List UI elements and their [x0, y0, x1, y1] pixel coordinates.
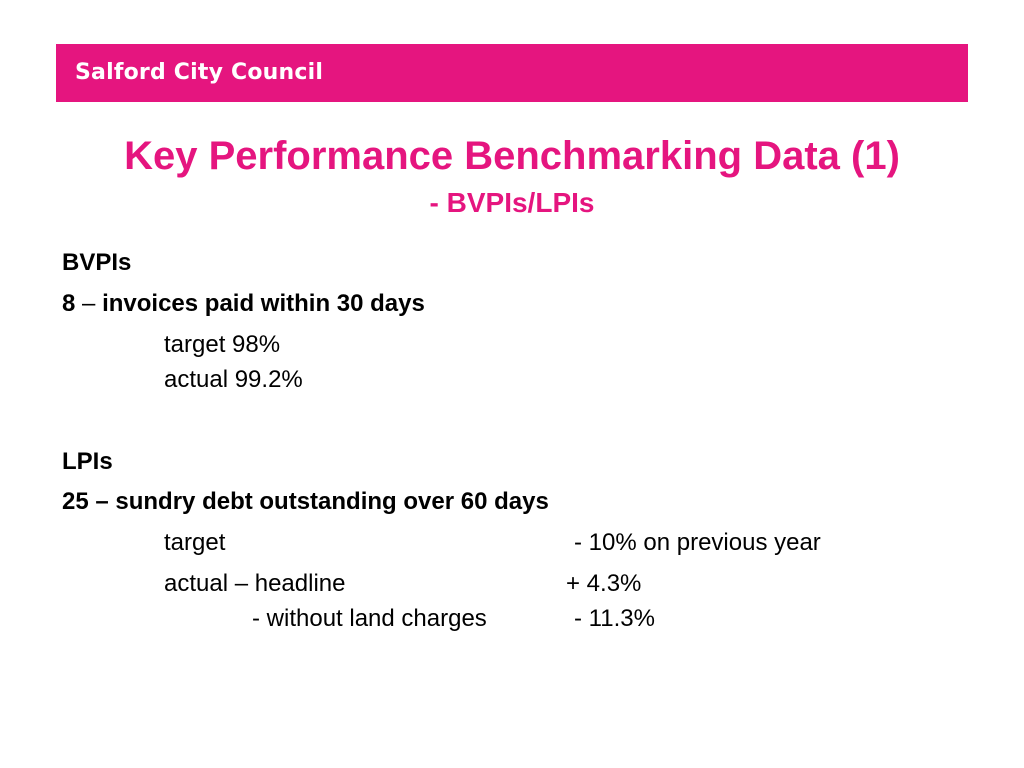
slide-title: Key Performance Benchmarking Data (1)	[124, 134, 900, 178]
lpi-actual-label: actual – headline	[164, 570, 346, 597]
lpi-land-charges-value: - 11.3%	[574, 605, 655, 632]
bvpi-description: invoices paid within 30 days	[102, 290, 425, 317]
bvpi-actual: actual 99.2%	[164, 366, 303, 393]
lpi-25-indicator: 25 – sundry debt outstanding over 60 day…	[62, 488, 549, 515]
lpi-target-value: - 10% on previous year	[574, 529, 821, 556]
bvpis-heading: BVPIs	[62, 249, 132, 276]
slide-subtitle: - BVPIs/LPIs	[429, 187, 595, 218]
header-banner: Salford City Council	[56, 44, 968, 102]
lpi-actual-value: + 4.3%	[566, 570, 642, 597]
lpis-heading: LPIs	[62, 448, 113, 475]
lpi-land-charges-label: - without land charges	[252, 605, 487, 632]
council-logo-text: Salford City Council	[75, 60, 324, 85]
bvpi-dash: –	[82, 290, 96, 317]
bvpi-number: 8	[62, 290, 76, 317]
bvpi-8-indicator: 8 – invoices paid within 30 days	[62, 290, 425, 318]
bvpi-target: target 98%	[164, 331, 281, 358]
lpi-target-label: target	[164, 529, 226, 556]
